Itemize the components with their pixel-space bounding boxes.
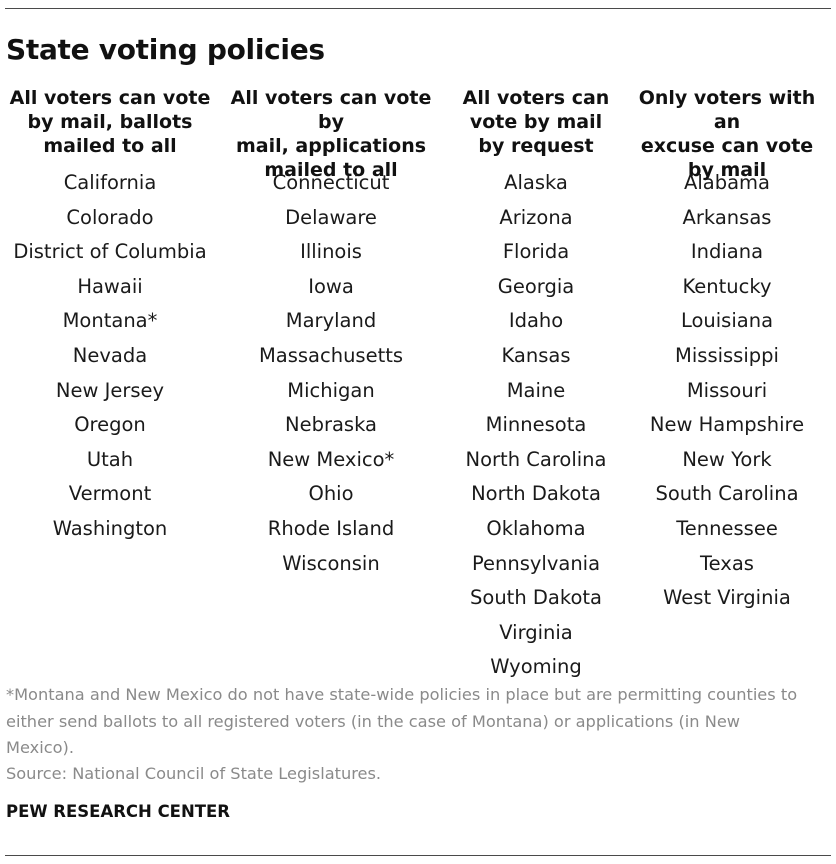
- state-list: Alabama Arkansas Indiana Kentucky Louisiana M…: [624, 166, 830, 616]
- state-item: Maryland: [285, 309, 377, 333]
- state-item: Utah: [86, 447, 134, 471]
- state-item: Maine: [506, 378, 566, 402]
- state-list: California Colorado District of Columbia Ha…: [8, 166, 212, 547]
- footnote: *Montana and New Mexico do not have stat…: [6, 685, 798, 757]
- state-item: Vermont: [68, 482, 152, 506]
- state-item: Texas: [700, 551, 754, 575]
- state-item: Kansas: [501, 343, 571, 367]
- state-item: New Jersey: [55, 378, 165, 402]
- state-item: Illinois: [300, 240, 362, 264]
- state-item: Connecticut: [272, 171, 390, 194]
- state-item: South Dakota: [470, 586, 602, 610]
- state-item: Georgia: [497, 274, 575, 298]
- state-item: Alabama: [684, 171, 770, 194]
- state-item: Iowa: [308, 274, 354, 298]
- state-item: Colorado: [66, 205, 154, 229]
- state-item: Missouri: [686, 378, 768, 402]
- state-item: West Virginia: [663, 586, 791, 610]
- state-item: Idaho: [508, 309, 564, 333]
- state-item: Arkansas: [682, 205, 772, 229]
- state-item: Kentucky: [682, 274, 772, 298]
- state-item: Louisiana: [680, 309, 774, 333]
- state-item: Nevada: [72, 343, 148, 367]
- column-excuse-required: Only voters with an excuse can vote by m…: [624, 86, 830, 616]
- state-item: Oregon: [74, 413, 146, 437]
- column-header: Only voters with an excuse can vote by m…: [638, 87, 816, 181]
- state-item: Virginia: [499, 620, 573, 644]
- state-item: California: [63, 171, 157, 194]
- brand-logo-text: PEW RESEARCH CENTER: [6, 802, 230, 821]
- state-item: District of Columbia: [13, 240, 207, 264]
- state-item: Massachusetts: [258, 343, 404, 367]
- state-item: Michigan: [287, 378, 375, 402]
- column-header: All voters can vote by mail, application…: [230, 87, 432, 181]
- state-item: North Dakota: [471, 482, 601, 506]
- state-item: Washington: [52, 516, 168, 540]
- state-item: Ohio: [308, 482, 354, 506]
- state-item: Indiana: [690, 240, 764, 264]
- state-item: New Mexico*: [267, 447, 395, 471]
- state-item: New York: [682, 447, 772, 471]
- state-item: Arizona: [499, 205, 573, 229]
- column-by-request: All voters can vote by mail by request A…: [452, 86, 620, 685]
- page-title: State voting policies: [6, 33, 325, 66]
- column-applications-mailed: All voters can vote by mail, application…: [216, 86, 446, 581]
- column-ballots-mailed: All voters can vote by mail, ballots mai…: [8, 86, 212, 547]
- state-item: North Carolina: [465, 447, 607, 471]
- policy-columns: All voters can vote by mail, ballots mai…: [0, 86, 836, 686]
- state-item: Montana*: [62, 309, 158, 333]
- top-rule: [5, 8, 831, 9]
- state-item: Delaware: [285, 205, 377, 229]
- column-header: All voters can vote by mail by request: [462, 87, 610, 157]
- state-item: Rhode Island: [267, 516, 395, 540]
- state-item: Mississippi: [675, 343, 779, 367]
- state-item: Alaska: [504, 171, 568, 194]
- source-note: Source: National Council of State Legisl…: [6, 764, 382, 783]
- bottom-rule: [5, 855, 831, 856]
- state-item: Hawaii: [77, 274, 143, 298]
- state-item: Wisconsin: [282, 551, 380, 575]
- state-item: New Hampshire: [649, 413, 805, 437]
- state-item: Pennsylvania: [471, 551, 601, 575]
- state-item: Wyoming: [490, 655, 582, 679]
- state-list: Connecticut Delaware Illinois Iowa Maryland M…: [216, 166, 446, 581]
- state-list: Alaska Arizona Florida Georgia Idaho Kansas Ma…: [452, 166, 620, 685]
- column-header: All voters can vote by mail, ballots mai…: [9, 87, 211, 157]
- state-item: South Carolina: [655, 482, 799, 506]
- state-item: Florida: [502, 240, 570, 264]
- state-item: Tennessee: [676, 516, 778, 540]
- state-item: Minnesota: [485, 413, 587, 437]
- state-item: Nebraska: [285, 413, 377, 437]
- state-item: Oklahoma: [486, 516, 586, 540]
